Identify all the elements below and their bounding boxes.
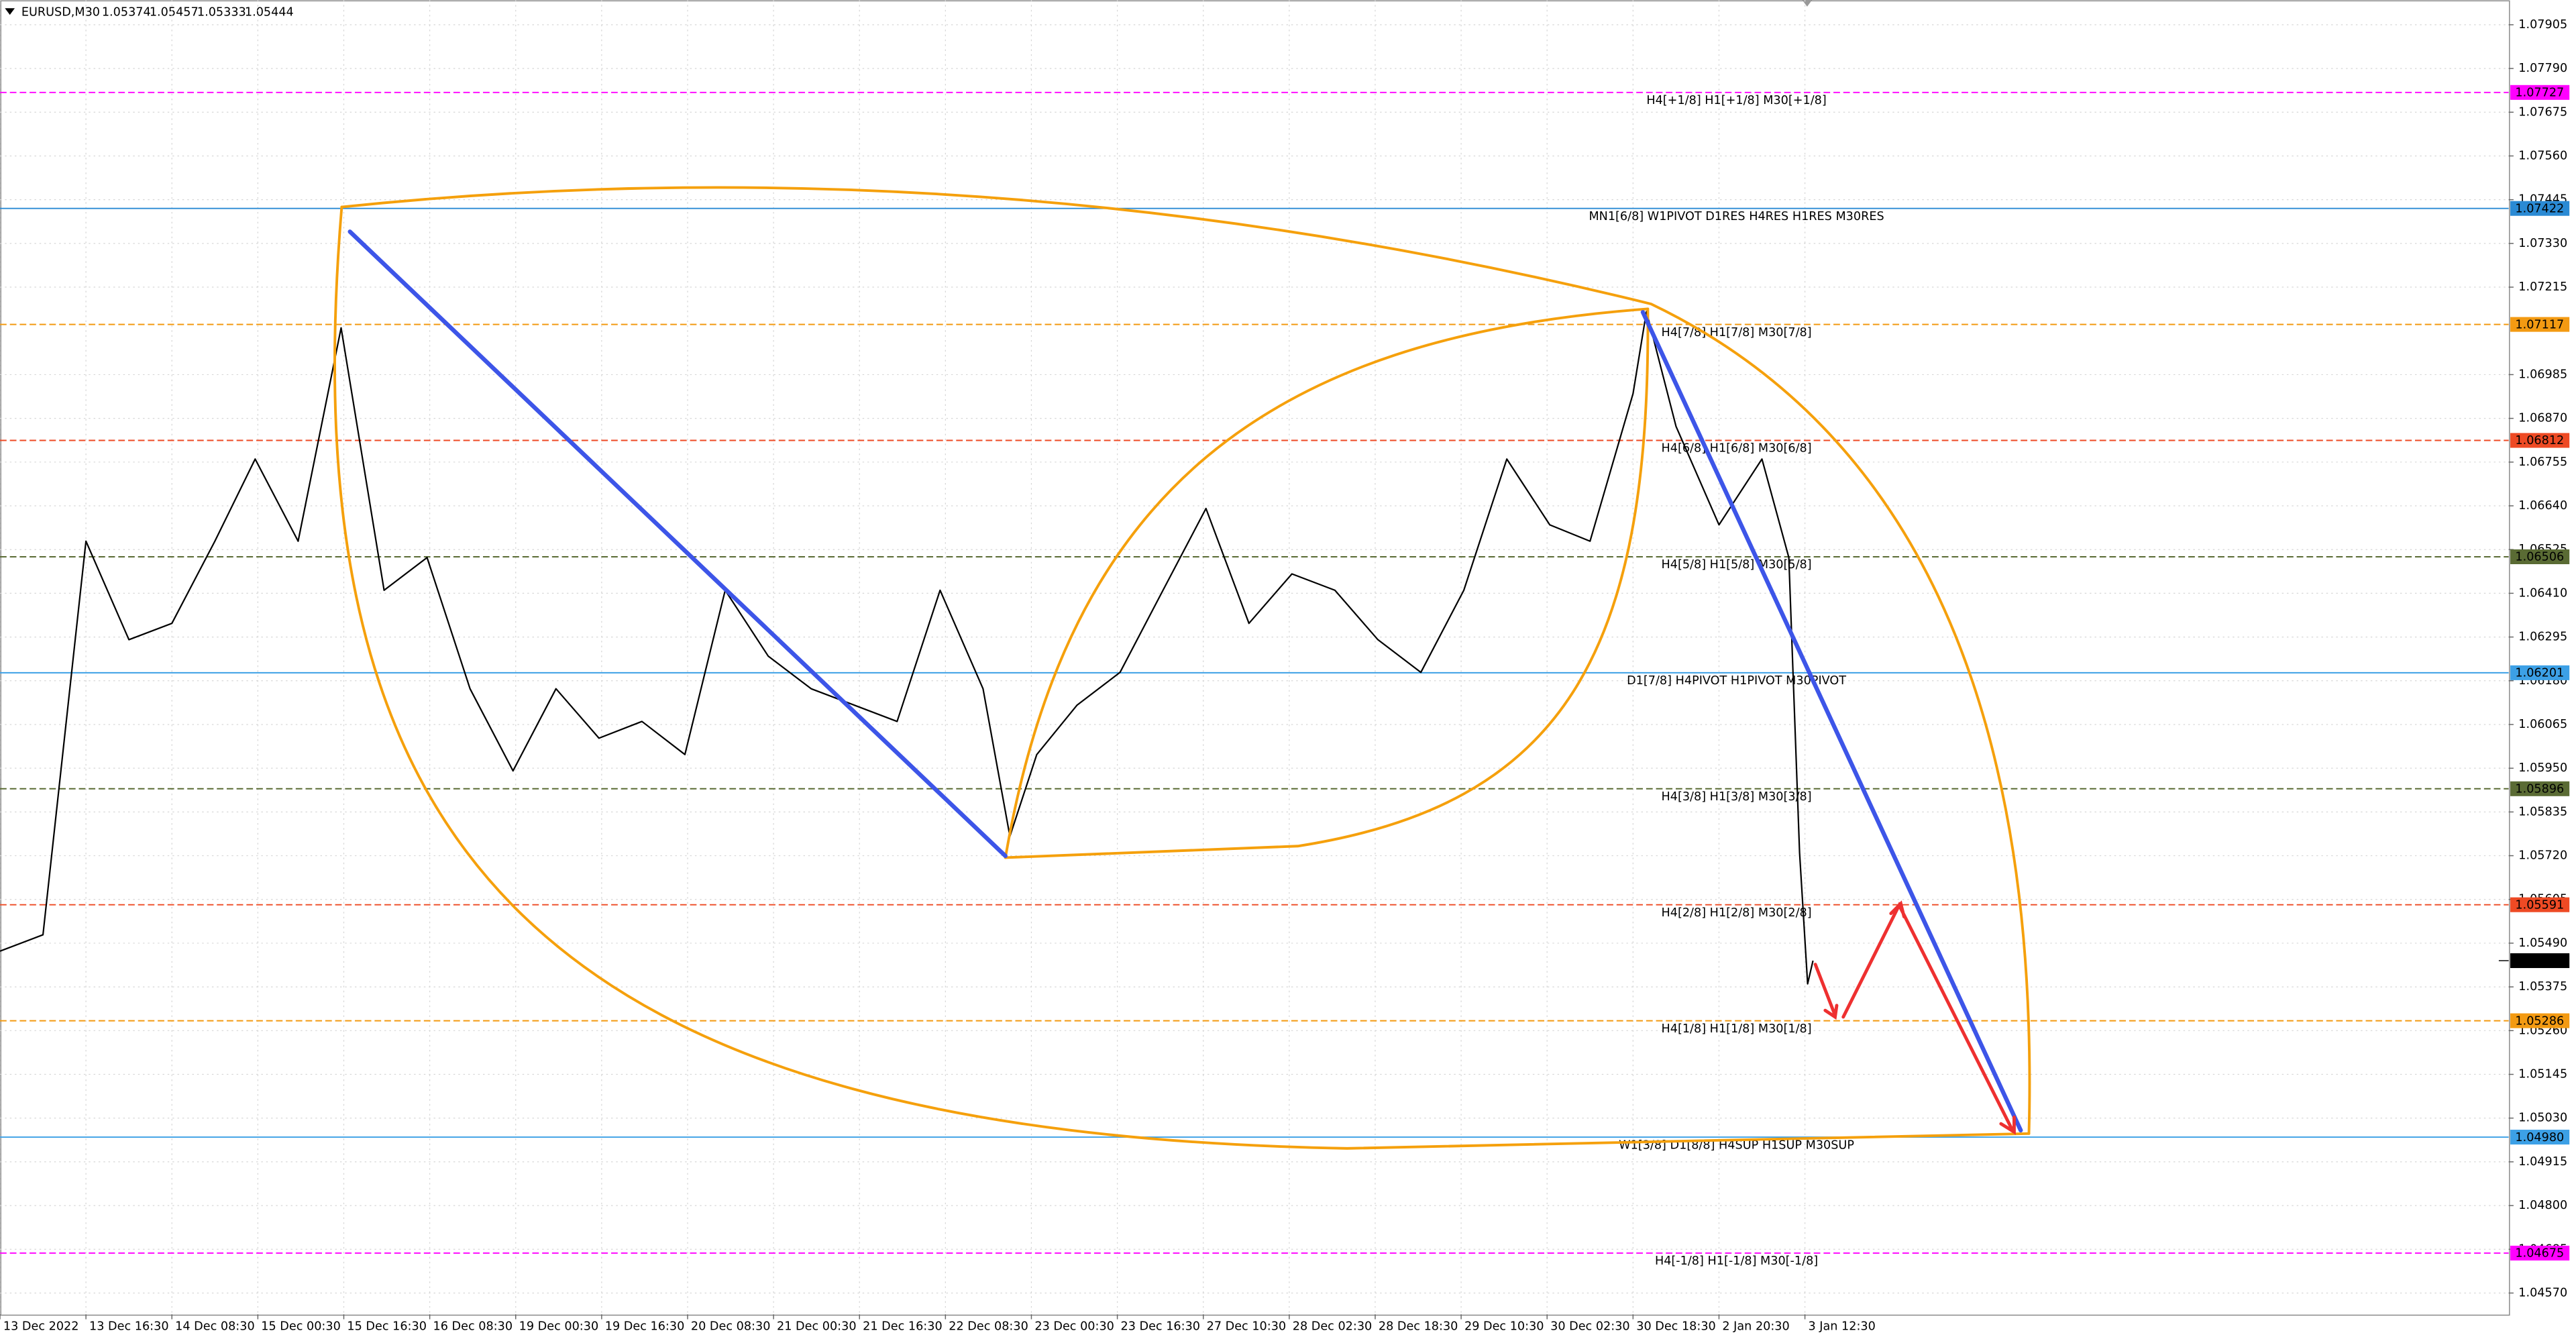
price-box-label: 1.04675 [2515, 1247, 2564, 1261]
y-tick-label: 1.05950 [2518, 761, 2567, 775]
price-box [2510, 781, 2570, 796]
plot-border [0, 0, 2510, 1316]
level-label: MN1[6/8] W1PIVOT D1RES H4RES H1RES M30RE… [1589, 210, 1884, 223]
y-tick-label: 1.07330 [2518, 237, 2567, 250]
y-tick-label: 1.05490 [2518, 936, 2567, 950]
outer-arc-bottom [333, 205, 2031, 1150]
y-tick-label: 1.07560 [2518, 149, 2567, 162]
y-tick-label: 1.06985 [2518, 368, 2567, 381]
quote-value: 1.05457 [150, 5, 199, 19]
price-box [2510, 1130, 2570, 1145]
y-tick-label: 1.05030 [2518, 1112, 2567, 1125]
x-tick-label: 15 Dec 00:30 [261, 1320, 341, 1334]
price-box-label: 1.06812 [2515, 434, 2564, 447]
current-price-box [2510, 953, 2570, 969]
x-tick-label: 28 Dec 18:30 [1379, 1320, 1458, 1334]
y-tick-label: 1.06640 [2518, 499, 2567, 513]
quote-value: 1.05333 [197, 5, 246, 19]
x-tick-label: 29 Dec 10:30 [1464, 1320, 1544, 1334]
price-box-label: 1.06201 [2515, 667, 2564, 680]
trend-line [347, 229, 1008, 859]
level-label: H4[2/8] H1[2/8] M30[2/8] [1662, 906, 1812, 920]
price-box-label: 1.07422 [2515, 202, 2564, 215]
inner-arc-top [1004, 307, 1650, 859]
price-box [2510, 549, 2570, 564]
outer-arc-top [340, 186, 2031, 1135]
y-tick-label: 1.07790 [2518, 62, 2567, 75]
level-label: H4[1/8] H1[1/8] M30[1/8] [1662, 1022, 1812, 1036]
x-tick-label: 30 Dec 02:30 [1550, 1320, 1630, 1334]
price-box-label: 1.05286 [2515, 1014, 2564, 1028]
y-tick-label: 1.04800 [2518, 1199, 2567, 1212]
price-box [2510, 85, 2570, 100]
current-price-label: 1.05444 [2515, 955, 2564, 968]
level-label: H4[-1/8] H1[-1/8] M30[-1/8] [1655, 1254, 1818, 1268]
x-tick-label: 28 Dec 02:30 [1293, 1320, 1373, 1334]
price-box-label: 1.05896 [2515, 783, 2564, 796]
x-tick-label: 23 Dec 16:30 [1120, 1320, 1200, 1334]
y-tick-label: 1.04915 [2518, 1155, 2567, 1169]
x-tick-label: 19 Dec 00:30 [519, 1320, 599, 1334]
y-tick-label: 1.05375 [2518, 980, 2567, 994]
x-tick-label: 27 Dec 10:30 [1207, 1320, 1287, 1334]
x-tick-label: 14 Dec 08:30 [175, 1320, 255, 1334]
y-tick-label: 1.05835 [2518, 805, 2567, 818]
x-tick-label: 23 Dec 00:30 [1034, 1320, 1114, 1334]
x-tick-label: 20 Dec 08:30 [691, 1320, 771, 1334]
level-label: H4[6/8] H1[6/8] M30[6/8] [1662, 442, 1812, 456]
y-tick-label: 1.06870 [2518, 412, 2567, 425]
price-box [2510, 1245, 2570, 1261]
x-tick-label: 21 Dec 16:30 [863, 1320, 943, 1334]
y-tick-label: 1.07215 [2518, 280, 2567, 294]
price-box-label: 1.04980 [2515, 1131, 2564, 1144]
level-label: H4[7/8] H1[7/8] M30[7/8] [1662, 326, 1812, 339]
y-tick-label: 1.05720 [2518, 849, 2567, 863]
price-box-label: 1.05591 [2515, 898, 2564, 912]
x-tick-label: 13 Dec 2022 [3, 1320, 79, 1334]
x-tick-label: 16 Dec 08:30 [433, 1320, 513, 1334]
price-box [2510, 317, 2570, 332]
x-tick-label: 21 Dec 00:30 [777, 1320, 857, 1334]
level-label: H4[+1/8] H1[+1/8] M30[+1/8] [1646, 94, 1826, 107]
price-box [2510, 665, 2570, 680]
y-tick-label: 1.05145 [2518, 1068, 2567, 1081]
y-tick-label: 1.06410 [2518, 586, 2567, 600]
menu-triangle [5, 8, 15, 15]
price-box [2510, 433, 2570, 448]
y-tick-label: 1.07905 [2518, 18, 2567, 32]
y-tick-label: 1.04570 [2518, 1286, 2567, 1299]
trend-line [1640, 310, 2023, 1133]
x-tick-label: 30 Dec 18:30 [1636, 1320, 1716, 1334]
price-box-label: 1.06506 [2515, 551, 2564, 564]
forecast-arrow [1841, 900, 2016, 1135]
level-label: H4[3/8] H1[3/8] M30[3/8] [1662, 790, 1812, 804]
symbol: EURUSD,M30 [21, 5, 100, 19]
inner-arc-bottom [1004, 307, 1650, 859]
price-box-label: 1.07727 [2515, 87, 2564, 100]
quote-value: 1.05374 [102, 5, 151, 19]
x-tick-label: 22 Dec 08:30 [949, 1320, 1028, 1334]
x-tick-label: 13 Dec 16:30 [89, 1320, 169, 1334]
quote-value: 1.05444 [245, 5, 294, 19]
price-box-label: 1.07117 [2515, 318, 2564, 331]
forecast-arrow [1813, 963, 1839, 1020]
level-label: D1[7/8] H4PIVOT H1PIVOT M30PIVOT [1627, 674, 1846, 688]
x-tick-label: 3 Jan 12:30 [1808, 1320, 1875, 1334]
y-tick-label: 1.06065 [2518, 718, 2567, 731]
price-box [2510, 897, 2570, 912]
level-label: H4[5/8] H1[5/8] M30[5/8] [1662, 558, 1812, 572]
price-box [2510, 1013, 2570, 1028]
price-box [2510, 201, 2570, 216]
x-tick-label: 19 Dec 16:30 [605, 1320, 685, 1334]
y-tick-label: 1.06295 [2518, 631, 2567, 644]
y-tick-label: 1.07675 [2518, 105, 2567, 119]
y-tick-label: 1.06755 [2518, 456, 2567, 469]
x-tick-label: 2 Jan 20:30 [1722, 1320, 1789, 1334]
drawn-objects [333, 186, 2031, 1150]
x-tick-label: 15 Dec 16:30 [347, 1320, 427, 1334]
